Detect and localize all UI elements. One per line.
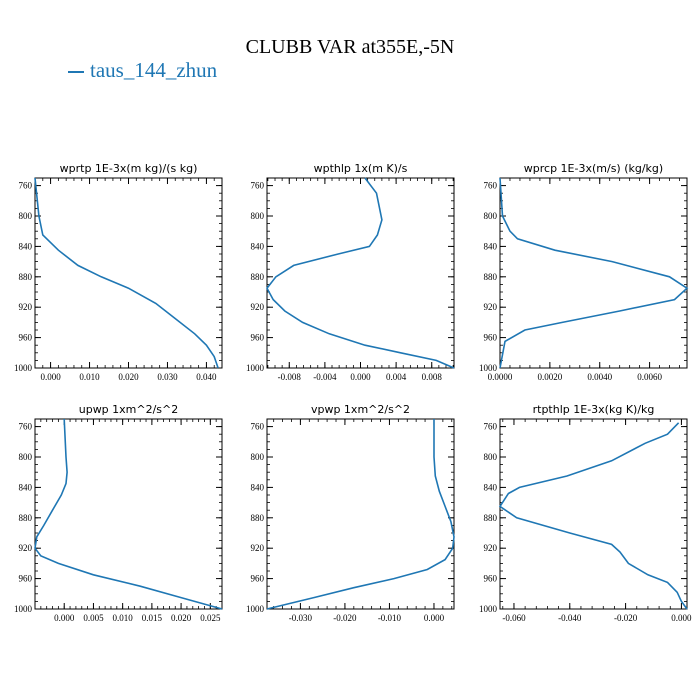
y-tick-label: 880 <box>251 272 265 282</box>
y-tick-label: 760 <box>251 422 265 432</box>
x-tick-label: 0.015 <box>142 613 163 623</box>
x-tick-label: -0.040 <box>558 613 582 623</box>
y-tick-label: 1000 <box>246 604 265 614</box>
x-tick-label: -0.020 <box>614 613 638 623</box>
y-tick-label: 960 <box>251 333 265 343</box>
panel-title: wpthlp 1x(m K)/s <box>314 162 408 175</box>
plot-frame <box>34 418 223 610</box>
y-tick-label: 920 <box>19 543 33 553</box>
x-tick-label: 0.0020 <box>537 372 562 382</box>
y-tick-label: 800 <box>19 452 33 462</box>
y-tick-label: 1000 <box>14 363 33 373</box>
panel-title: wprtp 1E-3x(m kg)/(s kg) <box>60 162 198 175</box>
x-tick-label: 0.040 <box>196 372 217 382</box>
y-tick-label: 920 <box>484 302 498 312</box>
y-tick-label: 920 <box>19 302 33 312</box>
x-tick-label: 0.008 <box>422 372 443 382</box>
y-tick-label: 800 <box>251 452 265 462</box>
x-tick-label: 0.0040 <box>587 372 612 382</box>
x-tick-label: 0.020 <box>171 613 192 623</box>
y-tick-label: 960 <box>251 574 265 584</box>
y-tick-label: 880 <box>484 513 498 523</box>
y-tick-label: 960 <box>484 333 498 343</box>
x-tick-label: 0.005 <box>83 613 104 623</box>
y-tick-label: 960 <box>484 574 498 584</box>
x-tick-label: 0.000 <box>40 372 61 382</box>
y-tick-label: 960 <box>19 574 33 584</box>
y-tick-label: 800 <box>484 452 498 462</box>
y-tick-label: 1000 <box>246 363 265 373</box>
series-line <box>498 422 688 610</box>
y-tick-label: 800 <box>251 211 265 221</box>
y-tick-label: 880 <box>251 513 265 523</box>
series-line <box>34 418 223 610</box>
x-tick-label: -0.004 <box>313 372 337 382</box>
panel-title: wprcp 1E-3x(m/s) (kg/kg) <box>524 162 663 175</box>
series-line <box>499 177 689 369</box>
x-tick-label: 0.010 <box>79 372 100 382</box>
x-tick-label: -0.020 <box>333 613 357 623</box>
y-tick-label: 800 <box>19 211 33 221</box>
x-tick-label: 0.000 <box>54 613 75 623</box>
x-tick-label: 0.030 <box>157 372 178 382</box>
x-tick-label: 0.0000 <box>488 372 513 382</box>
y-tick-label: 840 <box>484 241 498 251</box>
x-tick-label: -0.030 <box>289 613 313 623</box>
x-tick-label: -0.008 <box>278 372 302 382</box>
panel-title: vpwp 1xm^2/s^2 <box>311 403 410 416</box>
series-line <box>34 177 219 369</box>
y-tick-label: 1000 <box>479 363 498 373</box>
x-tick-label: 0.0060 <box>637 372 662 382</box>
y-tick-label: 880 <box>19 513 33 523</box>
y-tick-label: 760 <box>251 181 265 191</box>
legend: taus_144_zhun <box>68 58 217 83</box>
legend-line-swatch <box>68 71 84 74</box>
x-tick-label: 0.020 <box>118 372 139 382</box>
y-tick-label: 840 <box>251 241 265 251</box>
y-tick-label: 800 <box>484 211 498 221</box>
x-tick-label: -0.010 <box>378 613 402 623</box>
x-tick-label: -0.060 <box>502 613 526 623</box>
plot-frame <box>499 177 688 369</box>
series-line <box>266 419 455 610</box>
y-tick-label: 920 <box>251 543 265 553</box>
plot-frame <box>266 177 455 369</box>
y-tick-label: 880 <box>484 272 498 282</box>
x-tick-label: 0.000 <box>350 372 371 382</box>
plot-frame <box>499 418 688 610</box>
panel-title: upwp 1xm^2/s^2 <box>79 403 179 416</box>
chart-title: CLUBB VAR at355E,-5N <box>245 36 455 58</box>
y-tick-label: 840 <box>251 482 265 492</box>
y-tick-label: 760 <box>19 181 33 191</box>
y-tick-label: 1000 <box>479 604 498 614</box>
y-tick-label: 960 <box>19 333 33 343</box>
y-tick-label: 920 <box>251 302 265 312</box>
panel-title: rtpthlp 1E-3x(kg K)/kg <box>533 403 655 416</box>
x-tick-label: 0.010 <box>113 613 134 623</box>
y-tick-label: 840 <box>19 241 33 251</box>
plot-frame <box>266 418 455 610</box>
y-tick-label: 1000 <box>14 604 33 614</box>
legend-label: taus_144_zhun <box>90 58 218 82</box>
y-tick-label: 840 <box>19 482 33 492</box>
series-line <box>266 177 455 369</box>
y-tick-label: 920 <box>484 543 498 553</box>
plot-frame <box>34 177 223 369</box>
y-tick-label: 760 <box>19 422 33 432</box>
y-tick-label: 760 <box>484 181 498 191</box>
y-tick-label: 880 <box>19 272 33 282</box>
y-tick-label: 760 <box>484 422 498 432</box>
x-tick-label: 0.000 <box>424 613 445 623</box>
x-tick-label: 0.025 <box>200 613 221 623</box>
y-tick-label: 840 <box>484 482 498 492</box>
x-tick-label: 0.004 <box>386 372 407 382</box>
x-tick-label: 0.000 <box>671 613 692 623</box>
